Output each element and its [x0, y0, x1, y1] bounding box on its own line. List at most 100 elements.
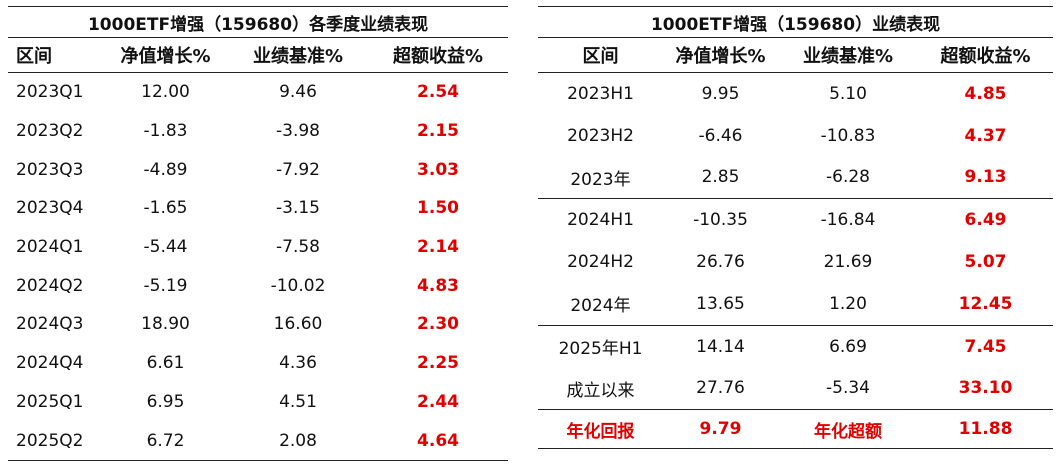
cell-period: 2023H1 — [567, 83, 634, 104]
cell-period: 2024Q1 — [16, 237, 84, 258]
cell-nav-growth: -10.35 — [693, 210, 748, 231]
cell-excess: 2.54 — [417, 82, 459, 103]
cell-period: 2023Q2 — [16, 121, 84, 142]
cell-period: 2024H2 — [567, 252, 634, 273]
table-row: 2025年H1 14.14 6.69 7.45 — [538, 325, 1053, 367]
cell-period: 2023Q1 — [16, 82, 84, 103]
quarterly-performance-table: 1000ETF增强（159680）各季度业绩表现 区间 净值增长% 业绩基准% … — [8, 6, 509, 461]
cell-period: 2024Q2 — [16, 275, 84, 296]
table-row: 2024Q3 18.90 16.60 2.30 — [8, 305, 508, 344]
cell-benchmark: -10.83 — [820, 125, 876, 146]
cell-nav-growth: 2.85 — [663, 156, 778, 200]
cell-benchmark: 4.36 — [279, 353, 317, 374]
cell-period: 2025年H1 — [558, 339, 643, 360]
cell-excess: 2.15 — [417, 121, 459, 142]
cell-excess: 9.13 — [918, 156, 1054, 200]
header-period: 区间 — [538, 37, 663, 73]
cell-period: 2025Q1 — [16, 391, 84, 412]
annualized-excess-label: 年化超额 — [778, 409, 918, 450]
cell-excess: 2.14 — [417, 237, 459, 258]
table-row: 2023H2 -6.46 -10.83 4.37 — [538, 115, 1053, 157]
cell-excess: 2.25 — [417, 353, 459, 374]
cell-benchmark: 6.69 — [829, 336, 867, 357]
cell-benchmark: 2.08 — [228, 421, 368, 461]
cell-nav-growth: 26.76 — [696, 252, 745, 273]
cell-nav-growth: -1.83 — [143, 121, 188, 142]
cell-excess: 6.49 — [964, 210, 1007, 231]
cell-nav-growth: -1.65 — [143, 198, 188, 219]
cell-excess: 33.10 — [958, 378, 1013, 399]
table-row: 2023H1 9.95 5.10 4.85 — [538, 73, 1053, 115]
cell-nav-growth: 6.95 — [146, 391, 185, 412]
table-row: 2023Q2 -1.83 -3.98 2.15 — [8, 112, 508, 151]
cell-benchmark: 21.69 — [823, 252, 873, 273]
table-title: 1000ETF增强（159680）业绩表现 — [538, 6, 1054, 38]
table-title: 1000ETF增强（159680）各季度业绩表现 — [8, 6, 509, 38]
cell-benchmark: -7.58 — [276, 237, 320, 258]
cell-benchmark: -3.98 — [276, 121, 320, 142]
cell-excess: 7.45 — [964, 336, 1007, 357]
table-row: 2024H1 -10.35 -16.84 6.49 — [538, 199, 1053, 241]
cell-benchmark: -5.34 — [826, 378, 870, 399]
cell-period: 成立以来 — [566, 380, 635, 401]
table-title-row: 1000ETF增强（159680）各季度业绩表现 — [8, 6, 509, 38]
table-row: 2023Q1 12.00 9.46 2.54 — [8, 73, 508, 112]
table-row: 2024Q2 -5.19 -10.02 4.83 — [8, 266, 508, 305]
header-row: 区间 净值增长% 业绩基准% 超额收益% — [8, 37, 509, 73]
cell-period: 2024Q3 — [16, 314, 84, 335]
header-excess: 超额收益% — [918, 37, 1054, 73]
cell-nav-growth: -4.89 — [143, 159, 188, 180]
cell-benchmark: 5.10 — [829, 83, 867, 104]
table-row: 2024Q4 6.61 4.36 2.25 — [8, 344, 508, 383]
header-excess: 超额收益% — [368, 37, 509, 73]
table-title-row: 1000ETF增强（159680）业绩表现 — [538, 6, 1054, 38]
cell-nav-growth: -5.44 — [143, 237, 188, 258]
cell-nav-growth: 14.14 — [696, 336, 745, 357]
cell-period: 2025Q2 — [8, 421, 103, 461]
cell-excess: 3.03 — [417, 159, 459, 180]
cell-excess: 5.07 — [964, 252, 1007, 273]
cell-nav-growth: -6.46 — [698, 125, 743, 146]
cell-nav-growth: 12.00 — [141, 82, 190, 103]
cell-excess: 12.45 — [918, 282, 1054, 326]
header-period: 区间 — [8, 37, 103, 73]
cell-period: 2023Q4 — [16, 198, 84, 219]
table-row: 2024H2 26.76 21.69 5.07 — [538, 241, 1053, 283]
cell-excess: 4.37 — [964, 125, 1007, 146]
cell-period: 2024年 — [538, 282, 663, 326]
header-nav-growth: 净值增长% — [663, 37, 778, 73]
cell-nav-growth: 27.76 — [696, 378, 745, 399]
cell-benchmark: -6.28 — [778, 156, 918, 200]
cell-nav-growth: -5.19 — [143, 275, 188, 296]
annualized-return-value: 9.79 — [663, 409, 778, 450]
period-performance-table: 1000ETF增强（159680）业绩表现 区间 净值增长% 业绩基准% 超额收… — [538, 6, 1054, 450]
summary-row: 年化回报 9.79 年化超额 11.88 — [538, 409, 1054, 450]
cell-excess: 2.44 — [417, 391, 459, 412]
table-row: 2024Q1 -5.44 -7.58 2.14 — [8, 228, 508, 267]
cell-benchmark: 4.51 — [279, 391, 317, 412]
annualized-excess-value: 11.88 — [918, 409, 1054, 450]
cell-benchmark: -7.92 — [276, 159, 320, 180]
table-row: 成立以来 27.76 -5.34 33.10 — [538, 368, 1053, 410]
table-row: 2025Q2 6.72 2.08 4.64 — [8, 421, 509, 461]
table-row: 2023年 2.85 -6.28 9.13 — [538, 156, 1054, 200]
cell-period: 2023H2 — [567, 125, 634, 146]
cell-nav-growth: 6.72 — [103, 421, 228, 461]
cell-period: 2023Q3 — [16, 159, 84, 180]
cell-benchmark: -16.84 — [820, 210, 876, 231]
cell-excess: 2.30 — [417, 314, 459, 335]
cell-benchmark: -3.15 — [276, 198, 320, 219]
header-row: 区间 净值增长% 业绩基准% 超额收益% — [538, 37, 1054, 73]
cell-benchmark: -10.02 — [270, 275, 326, 296]
table-row: 2025Q1 6.95 4.51 2.44 — [8, 383, 508, 422]
cell-excess: 1.50 — [417, 198, 459, 219]
annualized-return-label: 年化回报 — [538, 409, 663, 450]
table-row: 2023Q4 -1.65 -3.15 1.50 — [8, 189, 508, 228]
cell-nav-growth: 9.95 — [701, 83, 740, 104]
cell-excess: 4.85 — [964, 83, 1007, 104]
cell-nav-growth: 13.65 — [663, 282, 778, 326]
cell-period: 2023年 — [538, 156, 663, 200]
cell-period: 2024Q4 — [16, 353, 84, 374]
header-nav-growth: 净值增长% — [103, 37, 228, 73]
cell-nav-growth: 6.61 — [146, 353, 185, 374]
